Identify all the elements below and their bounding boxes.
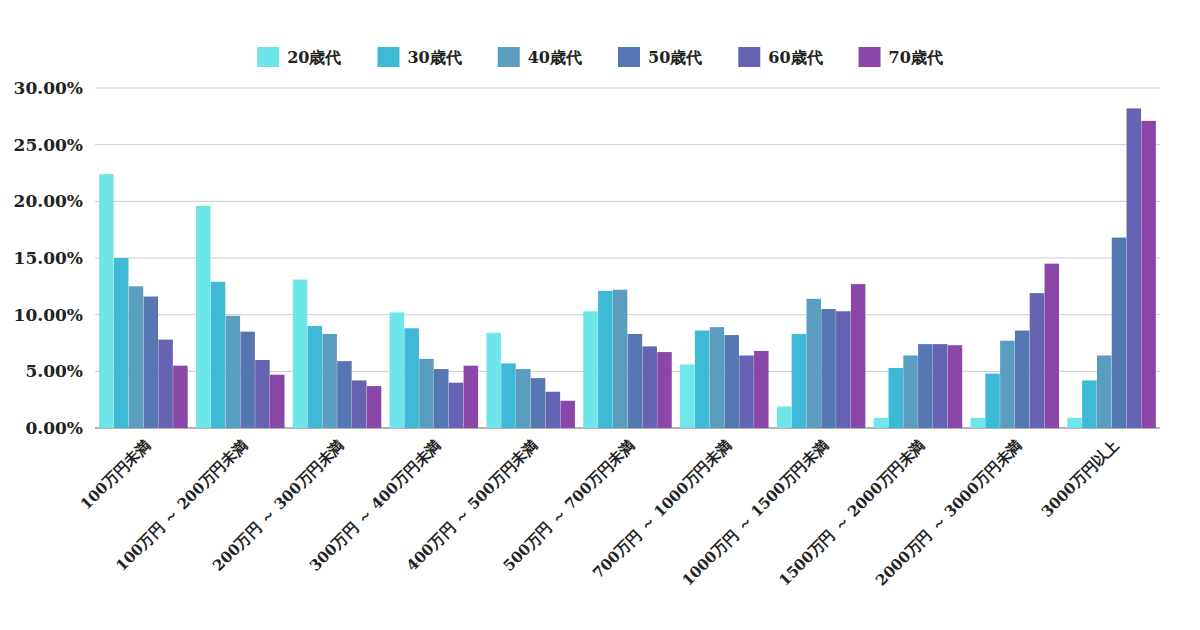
bar [613, 290, 628, 428]
bar [792, 334, 807, 428]
bar [836, 311, 851, 428]
bar [546, 392, 561, 428]
legend-swatch [738, 47, 760, 67]
bar [516, 369, 531, 428]
grid-line [95, 258, 1160, 259]
legend-label: 50歳代 [648, 48, 702, 67]
bar [390, 312, 405, 428]
bar [144, 297, 159, 428]
grid-line [95, 144, 1160, 145]
bar [255, 360, 270, 428]
bar [583, 311, 598, 428]
legend-label: 60歳代 [768, 48, 822, 67]
bar [419, 359, 434, 428]
bar [560, 401, 575, 428]
bar [434, 369, 449, 428]
bar [1112, 238, 1127, 428]
grid-line [95, 201, 1160, 202]
grid-line [95, 314, 1160, 315]
bar [1082, 380, 1097, 428]
bar [598, 291, 613, 428]
legend-label: 40歳代 [528, 48, 582, 67]
legend-label: 70歳代 [889, 48, 943, 67]
legend-swatch [859, 47, 881, 67]
bar [1127, 108, 1142, 428]
bar [464, 366, 479, 428]
bar [710, 327, 725, 428]
legend-label: 30歳代 [407, 48, 461, 67]
bar [628, 334, 643, 428]
bar [240, 332, 255, 428]
bar [1000, 341, 1015, 428]
bar [352, 380, 367, 428]
bar [404, 328, 419, 428]
bar [948, 345, 963, 428]
legend: 20歳代 30歳代 40歳代 50歳代 60歳代 70歳代 [257, 47, 943, 67]
y-tick-label: 0.00% [25, 418, 83, 438]
bar [1141, 121, 1156, 428]
bar [918, 344, 933, 428]
bar [270, 375, 285, 428]
bar [695, 331, 710, 428]
legend-swatch [257, 47, 279, 67]
bar [874, 418, 889, 428]
bar [1067, 418, 1082, 428]
bar [889, 368, 904, 428]
y-tick-label: 10.00% [14, 305, 83, 325]
y-tick-label: 15.00% [14, 248, 83, 268]
bar [806, 299, 821, 428]
bar [337, 361, 352, 428]
grid-line [95, 88, 1160, 89]
bar [754, 351, 769, 428]
x-tick-label: 3000万円以上 [1038, 436, 1123, 521]
legend-swatch [498, 47, 520, 67]
bar [851, 284, 866, 428]
bar [211, 282, 226, 428]
bar [99, 174, 114, 428]
bar [293, 280, 308, 428]
bar [1097, 355, 1112, 428]
x-tick-label: 2000万円 ～ 3000万円未満 [872, 436, 1025, 589]
bar [322, 334, 337, 428]
bar [129, 286, 144, 428]
bar [449, 383, 464, 428]
y-tick-label: 5.00% [25, 361, 83, 381]
bar [680, 365, 695, 428]
bar [1045, 264, 1060, 428]
y-tick-label: 20.00% [14, 191, 83, 211]
bar [1015, 331, 1030, 428]
bar [821, 309, 836, 428]
legend-swatch [618, 47, 640, 67]
bar [985, 374, 1000, 428]
bar [501, 363, 516, 428]
bar [903, 355, 918, 428]
bar [531, 378, 546, 428]
chart: 0.00% 5.00% 10.00% 15.00% 20.00% 25.00% 30.00%… [0, 0, 1200, 630]
legend-label: 20歳代 [287, 48, 341, 67]
bar [657, 352, 672, 428]
bar [173, 366, 188, 428]
bar [486, 333, 501, 428]
bar [158, 340, 173, 428]
bar [308, 326, 323, 428]
bar [642, 346, 657, 428]
bar [724, 335, 739, 428]
bar [226, 316, 241, 428]
x-tick-label: 100万円未満 [77, 436, 154, 513]
legend-swatch [377, 47, 399, 67]
bar [777, 406, 792, 428]
y-tick-label: 25.00% [14, 135, 83, 155]
bar [196, 206, 211, 428]
bar [739, 355, 754, 428]
bar [971, 418, 986, 428]
bar [1030, 293, 1045, 428]
bar [933, 344, 948, 428]
bar [114, 258, 129, 428]
bars [99, 108, 1156, 428]
y-tick-label: 30.00% [14, 78, 83, 98]
bar [367, 386, 382, 428]
